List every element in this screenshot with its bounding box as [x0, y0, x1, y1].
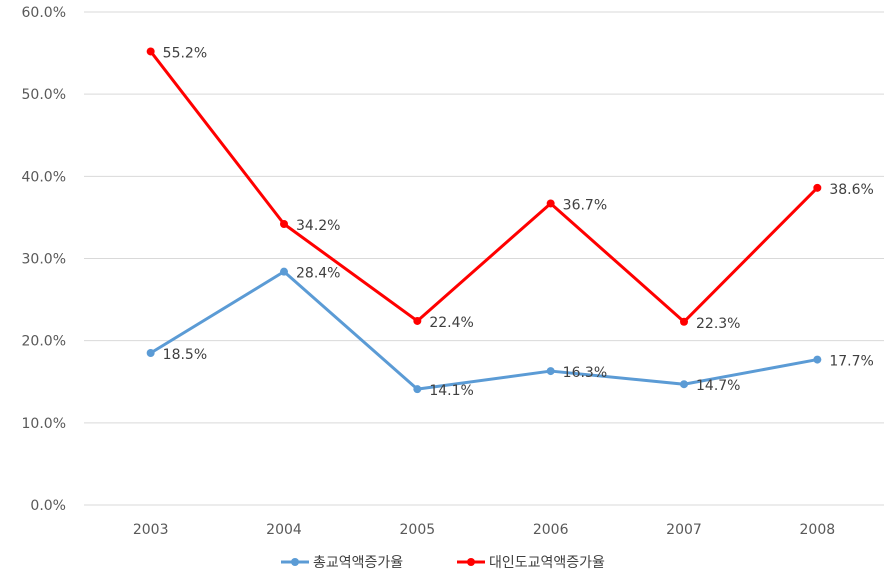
data-label: 18.5% — [163, 347, 207, 363]
data-point — [146, 348, 155, 357]
data-label: 28.4% — [296, 266, 340, 282]
data-point — [280, 219, 288, 228]
x-tick-label: 2005 — [400, 522, 436, 538]
data-label: 34.2% — [296, 218, 340, 234]
legend-swatch-marker — [467, 558, 475, 566]
data-label: 22.4% — [429, 315, 473, 331]
series-line-2 — [149, 50, 819, 324]
series-layer — [146, 47, 822, 394]
x-tick-label: 2004 — [266, 522, 302, 538]
data-label-layer: 18.5% 28.4% 14.1% 16.3% 14.7% 17.7% 55.2% 34.2%… — [163, 45, 874, 399]
data-point — [146, 47, 155, 56]
x-tick-label: 2003 — [133, 522, 169, 538]
legend-label: 총교역액증가율 — [313, 555, 403, 571]
data-label: 17.7% — [829, 354, 873, 370]
data-label: 38.6% — [829, 182, 873, 198]
data-point — [413, 385, 422, 394]
data-point — [680, 317, 688, 326]
data-label: 14.1% — [429, 383, 473, 399]
y-tick-label: 10.0% — [22, 416, 66, 432]
data-point — [546, 199, 555, 208]
x-tick-label: 2008 — [800, 522, 836, 538]
y-tick-label: 40.0% — [22, 169, 66, 185]
data-label: 36.7% — [563, 197, 607, 213]
legend: 총교역액증가율 대인도교역액증가율 — [281, 555, 605, 571]
y-tick-label: 0.0% — [30, 498, 66, 514]
data-point — [546, 367, 555, 376]
data-label: 16.3% — [563, 365, 607, 381]
y-tick-label: 30.0% — [22, 252, 66, 268]
data-point — [413, 316, 422, 325]
data-point — [280, 267, 288, 276]
y-axis-tick-labels: 0.0% 10.0% 20.0% 30.0% 40.0% 50.0% 60.0% — [22, 5, 66, 514]
data-point — [813, 183, 822, 192]
legend-label: 대인도교역액증가율 — [489, 555, 605, 571]
y-tick-label: 50.0% — [22, 87, 66, 103]
data-label: 14.7% — [696, 378, 740, 394]
data-point — [813, 355, 822, 364]
data-label: 22.3% — [696, 316, 740, 332]
x-tick-label: 2006 — [533, 522, 569, 538]
x-tick-label: 2007 — [666, 522, 702, 538]
data-label: 55.2% — [163, 45, 207, 61]
grid-layer — [84, 11, 884, 506]
series-line-1 — [149, 270, 818, 391]
y-tick-label: 60.0% — [22, 5, 66, 21]
data-point — [680, 380, 688, 389]
x-axis-tick-labels: 2003 2004 2005 2006 2007 2008 — [133, 522, 835, 538]
y-tick-label: 20.0% — [22, 334, 66, 350]
legend-swatch-marker — [291, 558, 299, 566]
